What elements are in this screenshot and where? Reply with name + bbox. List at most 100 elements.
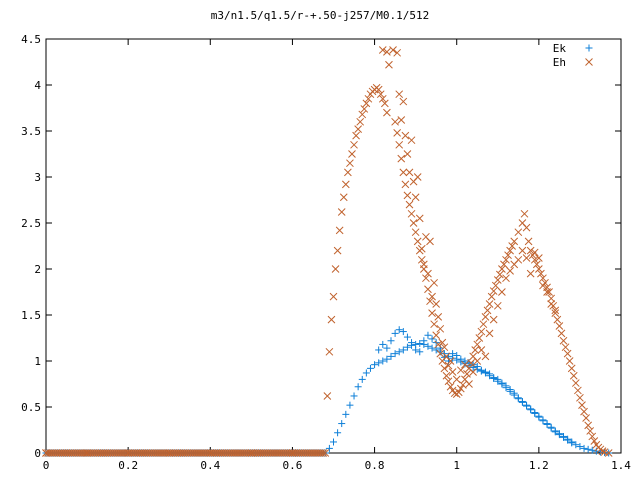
data-point-ek — [412, 346, 420, 354]
data-point-ek — [375, 359, 383, 367]
data-point-eh — [288, 449, 297, 457]
data-point-ek — [564, 435, 572, 443]
data-point-eh — [407, 136, 416, 145]
data-point-ek — [584, 445, 592, 453]
data-point-eh — [335, 226, 344, 235]
data-point-eh — [440, 343, 449, 352]
data-point-ek — [555, 430, 563, 438]
data-point-eh — [465, 380, 473, 388]
legend-marker-eh — [585, 58, 593, 66]
data-point-eh — [563, 349, 572, 358]
data-point-eh — [327, 315, 336, 324]
data-point-eh — [356, 117, 365, 126]
data-point-eh — [576, 393, 584, 402]
series-ek — [42, 326, 613, 457]
data-point-ek — [334, 429, 342, 437]
data-point-eh — [352, 131, 360, 140]
data-point-eh — [393, 48, 402, 57]
data-point-eh — [413, 173, 422, 181]
data-point-ek — [403, 333, 411, 341]
data-point-ek — [424, 342, 432, 350]
data-point-ek — [580, 444, 588, 452]
data-point-eh — [385, 60, 393, 69]
data-point-eh — [424, 285, 432, 294]
data-point-eh — [389, 46, 397, 54]
data-point-eh — [547, 300, 556, 308]
data-point-ek — [428, 344, 436, 352]
data-point-eh — [578, 401, 586, 410]
data-point-ek — [568, 438, 576, 446]
data-point-eh — [247, 449, 256, 457]
data-point-eh — [383, 48, 391, 56]
data-point-ek — [502, 382, 510, 390]
data-point-eh — [498, 288, 506, 296]
y-tick-label: 2 — [34, 263, 41, 276]
legend-marker-eh — [585, 58, 593, 66]
data-point-ek — [481, 368, 489, 376]
data-point-eh — [514, 228, 523, 237]
data-point-eh — [524, 237, 533, 246]
data-point-eh — [436, 349, 445, 358]
x-tick-label: 1 — [453, 459, 460, 472]
data-point-eh — [553, 315, 562, 324]
data-point-eh — [337, 208, 346, 216]
data-point-eh — [463, 370, 471, 378]
data-point-ek — [457, 355, 465, 363]
data-point-eh — [364, 94, 373, 103]
data-point-eh — [391, 117, 399, 126]
data-point-eh — [417, 255, 426, 264]
data-point-eh — [438, 338, 447, 347]
data-point-ek — [379, 357, 387, 365]
data-point-ek — [527, 405, 535, 413]
legend-label-ek: Ek — [553, 42, 567, 55]
data-point-eh — [430, 278, 438, 287]
data-point-ek — [543, 420, 551, 428]
data-point-eh — [461, 360, 469, 369]
data-point-eh — [448, 368, 457, 376]
data-point-ek — [510, 389, 518, 397]
data-point-ek — [391, 350, 399, 358]
data-point-ek — [432, 346, 440, 354]
data-point-eh — [502, 255, 510, 264]
data-point-eh — [399, 97, 408, 106]
data-point-eh — [341, 180, 350, 189]
data-point-eh — [446, 357, 455, 365]
axis-ticks: 0 0.2 0.4 0.6 0.8 1 1.2 1.4 0 0.5 1 1.5 2 2.5 3 3.5 4 4.5 — [21, 33, 631, 472]
data-point-ek — [514, 394, 522, 402]
x-tick-label: 0.2 — [118, 459, 138, 472]
data-point-eh — [561, 343, 570, 352]
data-point-eh — [571, 379, 580, 387]
data-point-eh — [397, 154, 406, 163]
data-point-eh — [567, 364, 576, 373]
data-point-eh — [473, 340, 482, 349]
data-point-eh — [206, 449, 215, 457]
legend: Ek Eh — [553, 42, 593, 69]
data-point-eh — [487, 292, 496, 301]
data-point-eh — [535, 254, 543, 262]
data-point-eh — [582, 414, 590, 422]
data-point-eh — [411, 228, 420, 237]
data-point-eh — [403, 191, 412, 200]
data-point-ek — [354, 383, 362, 391]
data-point-eh — [348, 150, 356, 158]
data-point-ek — [535, 412, 543, 420]
data-point-ek — [572, 441, 580, 449]
data-point-eh — [551, 306, 560, 315]
data-point-eh — [551, 309, 560, 318]
data-point-ek — [449, 350, 457, 358]
data-point-eh — [569, 371, 578, 380]
data-point-ek — [383, 355, 391, 363]
data-point-eh — [415, 214, 424, 223]
data-point-eh — [495, 270, 504, 279]
data-point-eh — [481, 312, 490, 321]
data-point-eh — [586, 427, 595, 435]
data-point-eh — [378, 94, 387, 103]
data-point-eh — [485, 329, 494, 338]
y-tick-label: 0 — [34, 447, 41, 460]
data-point-eh — [444, 377, 453, 386]
data-point-eh — [537, 269, 545, 278]
data-point-ek — [362, 369, 370, 377]
data-point-eh — [502, 274, 510, 283]
data-point-eh — [321, 449, 330, 457]
